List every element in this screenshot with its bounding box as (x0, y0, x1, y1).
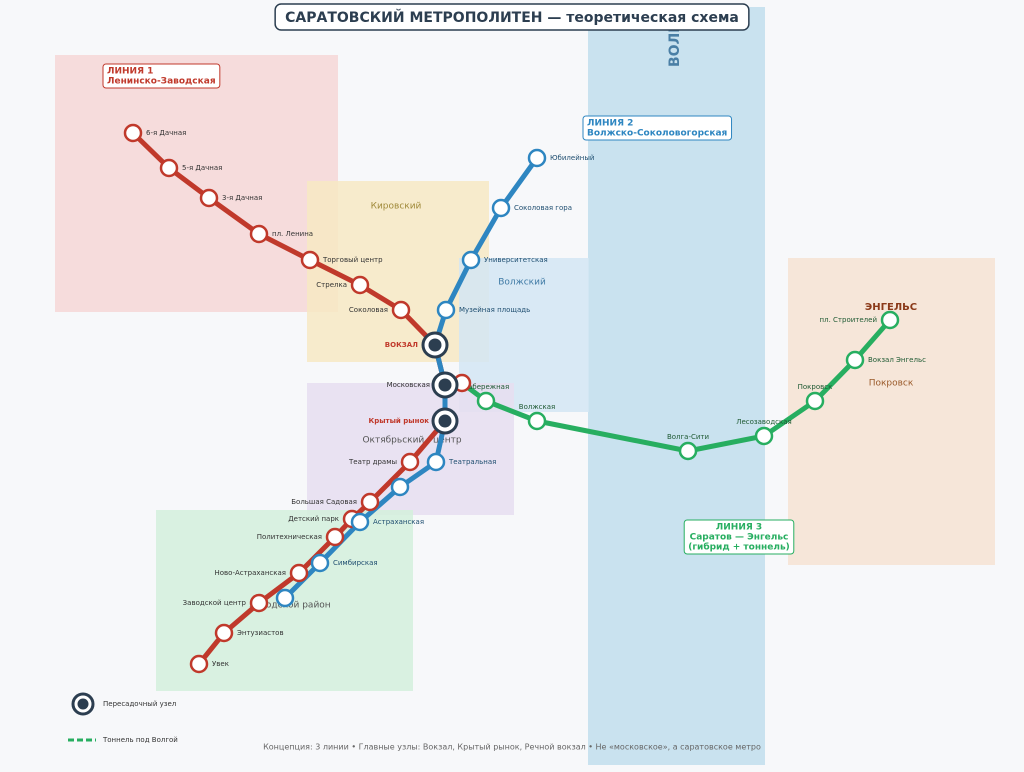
station-label: Ново-Астраханская (214, 569, 286, 577)
interchange-core (428, 338, 442, 352)
station (214, 623, 234, 643)
interchange-label: ВОКЗАЛ (385, 341, 418, 349)
station-label: Волга-Сити (667, 433, 709, 441)
station-label: Набережная (463, 383, 509, 391)
station (805, 391, 825, 411)
station (199, 188, 219, 208)
station-label: Торговый центр (322, 256, 383, 264)
station-label: Волжская (519, 403, 555, 411)
station-label: 3-я Дачная (222, 194, 262, 202)
line-label-box (102, 63, 221, 89)
station (249, 593, 269, 613)
station-label: Театральная (448, 458, 496, 466)
title-box (274, 3, 750, 31)
station-label: Соколовая (349, 306, 388, 314)
station (249, 224, 269, 244)
station-label: 5-я Дачная (182, 164, 222, 172)
district-label: Покровск (869, 379, 914, 389)
station-label: Театр драмы (348, 458, 397, 466)
legend-core (77, 698, 89, 710)
station-label: Вокзал Энгельс (868, 356, 926, 364)
station-label: Соколовая гора (514, 204, 572, 212)
title: САРАТОВСКИЙ МЕТРОПОЛИТЕН — теоретическая… (285, 9, 739, 26)
line-label-box (582, 115, 733, 141)
station-label: Астраханская (373, 518, 424, 526)
line-label-text: ЛИНИЯ 2 (587, 119, 633, 129)
line-label-text: ЛИНИЯ 1 (107, 67, 153, 77)
station (880, 310, 900, 330)
line-label-text: ЛИНИЯ 3 (716, 523, 762, 533)
station (461, 250, 481, 270)
station-label: Музейная площадь (459, 306, 530, 314)
footer-note: Концепция: 3 линии • Главные узлы: Вокза… (263, 743, 761, 752)
line-label-box (683, 519, 795, 555)
station-label: 6-я Дачная (146, 129, 186, 137)
station (123, 123, 143, 143)
station-label: Большая Садовая (291, 498, 357, 506)
station-label: Заводской центр (183, 599, 247, 607)
station (275, 588, 295, 608)
station-label: Симбирская (333, 559, 378, 567)
station-label: Увек (212, 660, 229, 668)
line-label-text: Саратов — Энгельс (690, 533, 789, 543)
station (527, 148, 547, 168)
title-group: САРАТОВСКИЙ МЕТРОПОЛИТЕН — теоретическая… (274, 3, 750, 31)
station (845, 350, 865, 370)
line-label-text: Волжско-Соколовогорская (587, 129, 728, 139)
district-label: Октябрьский / центр (362, 436, 461, 446)
station-label: Детский парк (288, 515, 339, 523)
station (159, 158, 179, 178)
station (678, 441, 698, 461)
station-label: Стрелка (316, 281, 347, 289)
legend-label: Пересадочный узел (103, 700, 176, 708)
legend-label: Тоннель под Волгой (102, 736, 178, 744)
station-label: Энтузиастов (237, 629, 284, 637)
station (350, 275, 370, 295)
line-label-text: Ленинско-Заводская (107, 77, 216, 87)
station (360, 492, 380, 512)
interchange-core (438, 414, 452, 428)
interchange-label: Московская (387, 381, 430, 389)
station (527, 411, 547, 431)
station (436, 300, 456, 320)
station-label: пл. Ленина (272, 230, 313, 238)
district-label: Волжский (498, 278, 546, 288)
station (325, 527, 345, 547)
district-area (55, 55, 338, 312)
station (300, 250, 320, 270)
station (310, 553, 330, 573)
station (390, 477, 410, 497)
station-label: Покровск (798, 383, 833, 391)
interchange-core (438, 378, 452, 392)
station (400, 452, 420, 472)
station-label: Лесозаводская (736, 418, 792, 426)
station (289, 563, 309, 583)
station (754, 426, 774, 446)
station (491, 198, 511, 218)
station (426, 452, 446, 472)
station (350, 512, 370, 532)
metro-line (283, 156, 540, 600)
district-area (788, 258, 995, 565)
interchange-label: Крытый рынок (368, 417, 429, 425)
station (391, 300, 411, 320)
city-label: ЭНГЕЛЬС (865, 302, 917, 313)
line-label-text: (гибрид + тоннель) (688, 542, 790, 553)
station-label: Юбилейный (550, 154, 594, 162)
station-label: Университетская (484, 256, 548, 264)
station (476, 391, 496, 411)
station (189, 654, 209, 674)
district-label: Кировский (371, 202, 422, 212)
station-label: пл. Строителей (820, 316, 877, 324)
station-label: Политехническая (257, 533, 322, 541)
